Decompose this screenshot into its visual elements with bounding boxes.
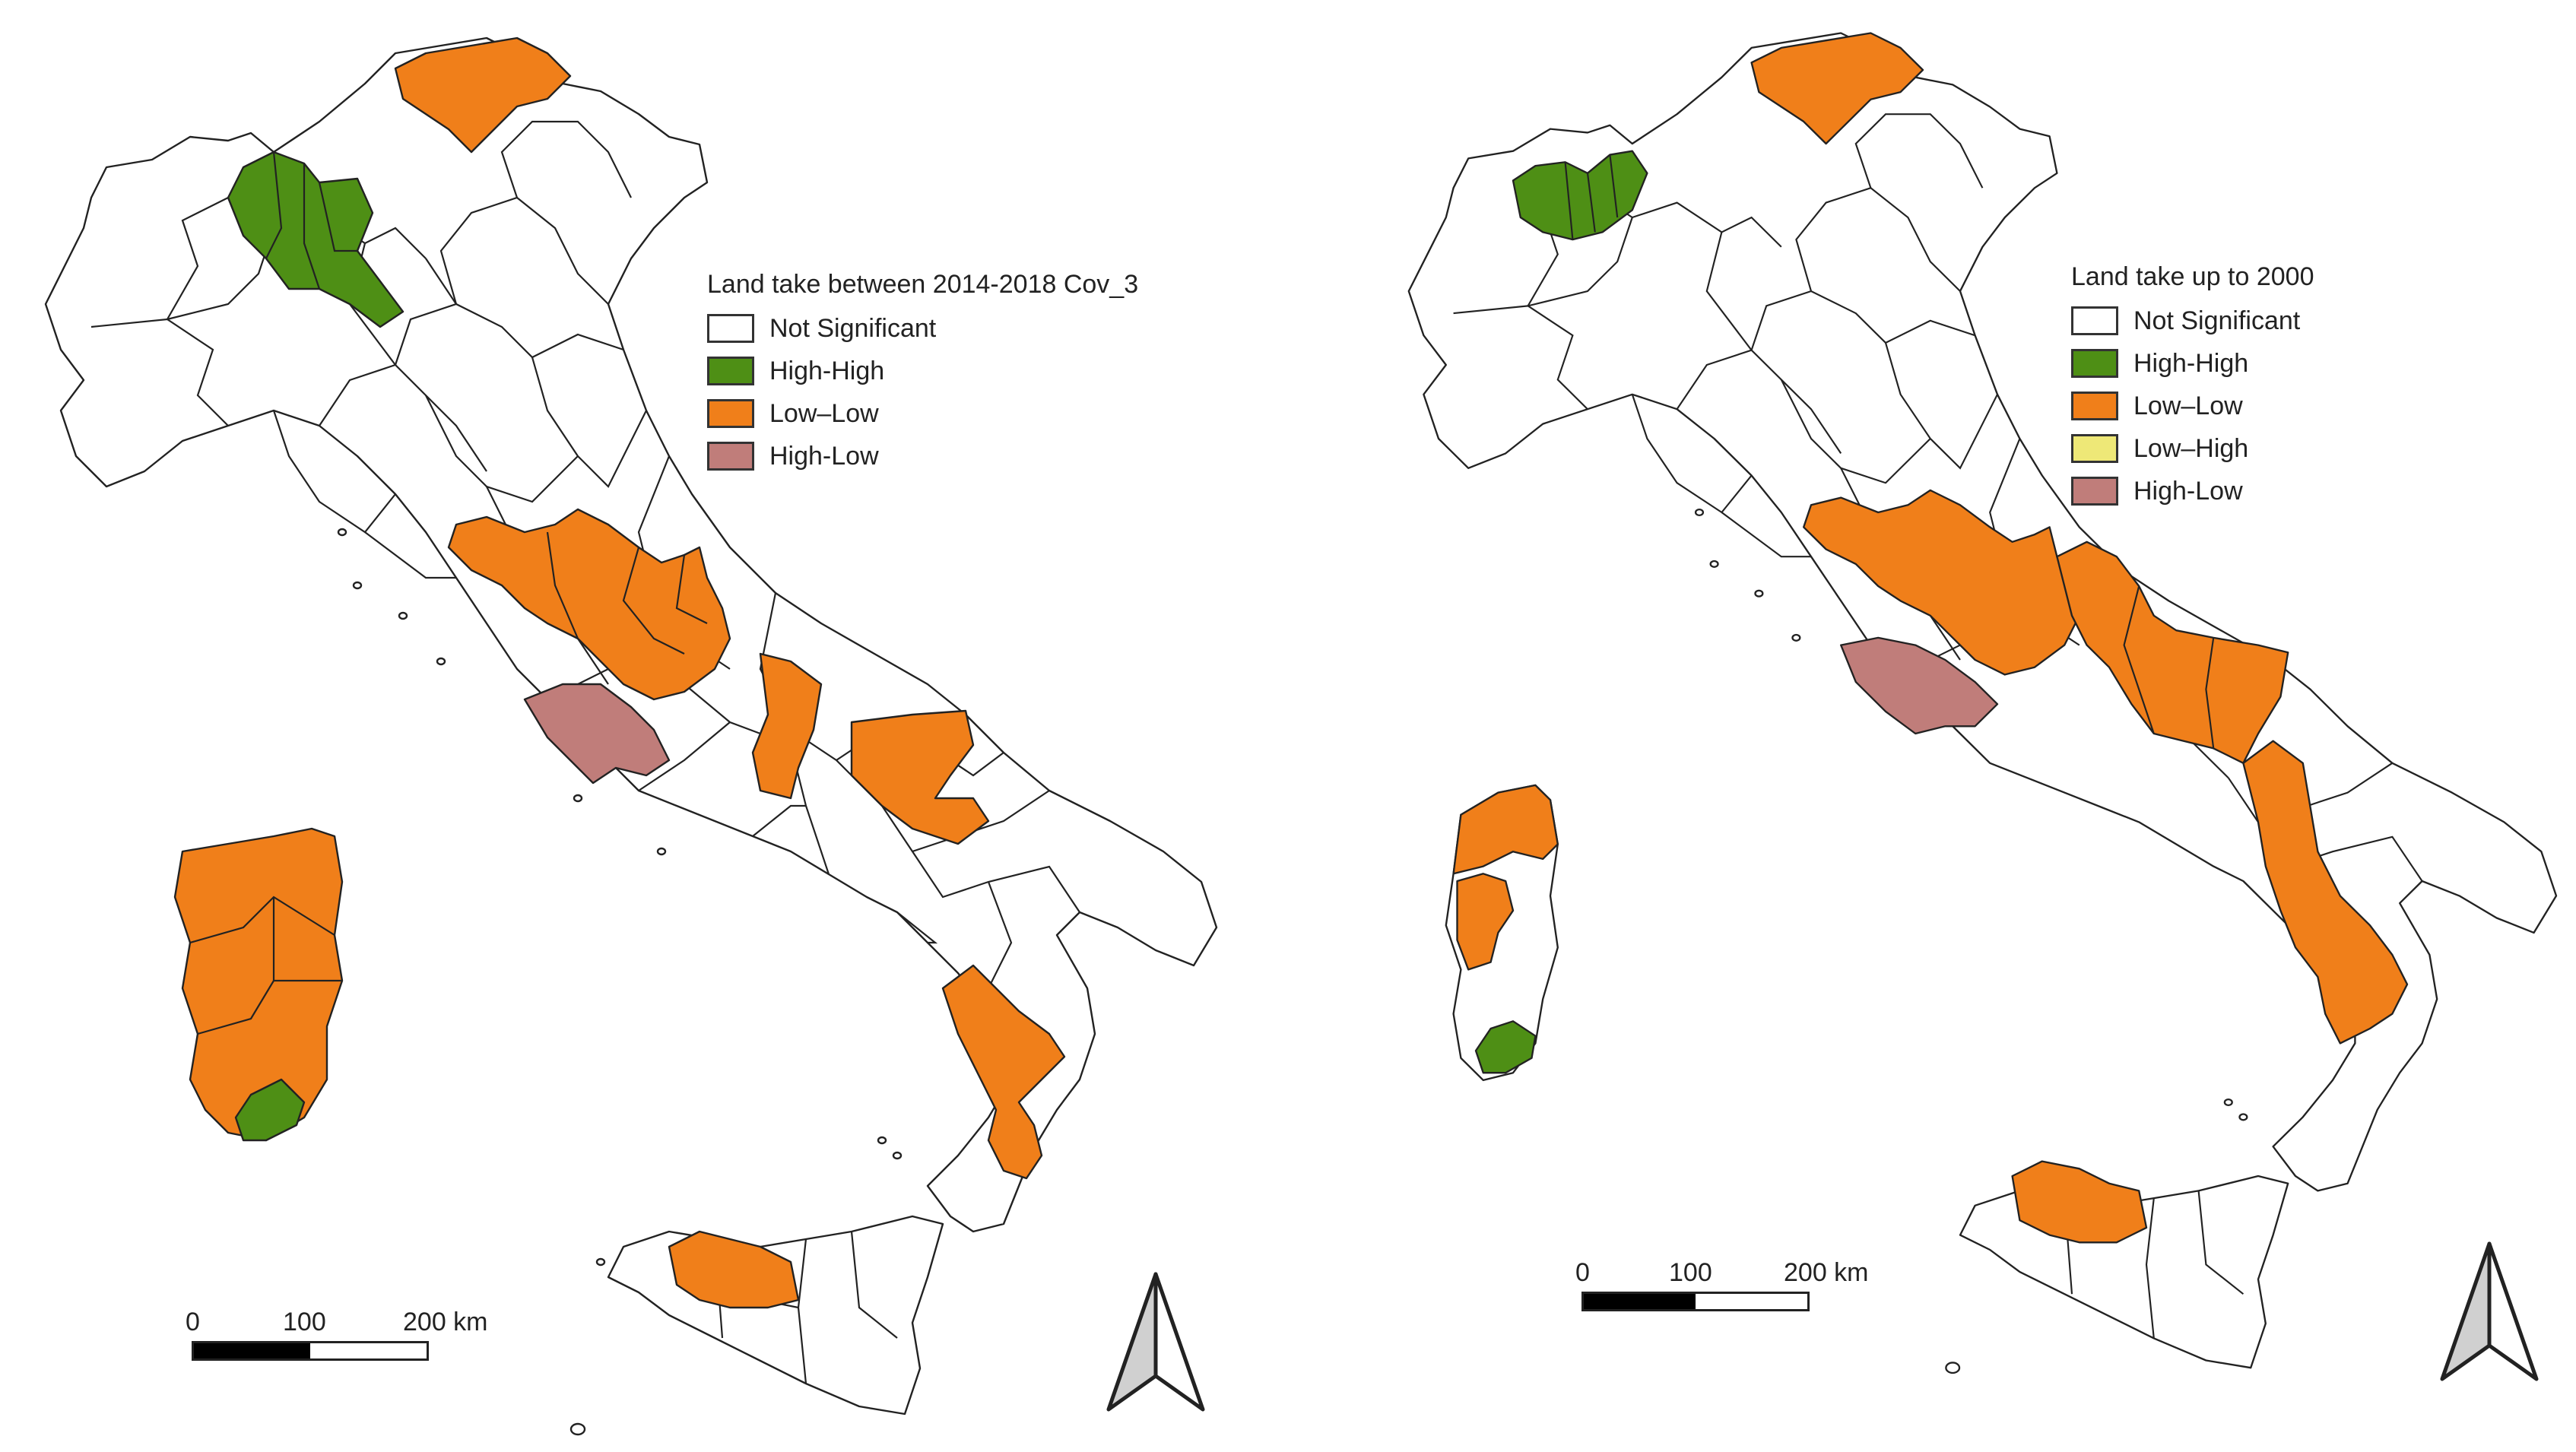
italy-map-2014-2018: [44, 36, 1218, 1436]
low-low-region-alpine: [394, 36, 572, 154]
islet: [1945, 1362, 1961, 1374]
north-arrow-icon: [2440, 1241, 2539, 1381]
scale-label-200: 200 km: [1784, 1258, 1869, 1287]
adriatic-internal-borders: [2123, 585, 2215, 749]
map-legend: Land take between 2014-2018 Cov_3 Not Si…: [707, 270, 1138, 477]
map-legend: Land take up to 2000 Not Significant Hig…: [2071, 262, 2314, 512]
high-high-internal-borders: [265, 151, 357, 290]
legend-swatch: [2071, 349, 2118, 378]
legend-item-not-significant: Not Significant: [707, 307, 1138, 350]
low-low-region-sicily: [668, 1230, 800, 1309]
low-low-region-south: [2242, 740, 2409, 1045]
legend-label: Not Significant: [2133, 306, 2301, 335]
legend-label: Low–High: [2133, 433, 2249, 463]
low-low-region-foggia: [850, 709, 990, 845]
legend-item-high-high: High-High: [707, 350, 1138, 392]
high-high-region-sardinia: [234, 1078, 306, 1142]
legend-item-not-significant: Not Significant: [2071, 300, 2314, 342]
scale-bar-segments: [192, 1341, 429, 1361]
legend-label: Low–Low: [2133, 391, 2243, 420]
sardinia-island: [173, 827, 344, 1142]
central-internal-borders: [546, 531, 708, 655]
low-low-region-molise: [751, 652, 823, 800]
scale-label-0: 0: [1575, 1258, 1590, 1287]
legend-swatch: [707, 357, 754, 385]
islet: [2223, 1098, 2233, 1107]
high-high-internal-borders: [1564, 154, 1619, 240]
legend-item-low-low: Low–Low: [707, 392, 1138, 435]
legend-label: High-High: [769, 356, 885, 385]
islet: [398, 611, 408, 620]
legend-item-high-high: High-High: [2071, 342, 2314, 385]
low-low-region-sardinia-north: [1452, 784, 1559, 875]
legend-item-high-low: High-Low: [2071, 470, 2314, 512]
legend-swatch: [2071, 477, 2118, 506]
islet: [436, 657, 446, 666]
islet: [573, 794, 583, 803]
scale-bar: 0 100 200 km: [186, 1308, 488, 1361]
scale-label-200: 200 km: [403, 1308, 488, 1336]
scale-label-100: 100: [1669, 1258, 1712, 1287]
scale-label-100: 100: [283, 1308, 326, 1336]
legend-label: High-Low: [769, 441, 879, 471]
sicily-island: [607, 1215, 944, 1416]
legend-item-low-low: Low–Low: [2071, 385, 2314, 427]
high-high-region-sardinia: [1474, 1020, 1537, 1074]
scale-segment-white: [1696, 1294, 1807, 1309]
legend-title: Land take up to 2000: [2071, 262, 2314, 291]
low-low-region-sardinia-west: [1456, 873, 1515, 971]
islet: [352, 581, 363, 590]
islet: [1791, 633, 1801, 642]
scale-bar-segments: [1581, 1292, 1810, 1311]
legend-item-low-high: Low–High: [2071, 427, 2314, 470]
low-low-region-adriatic: [2056, 541, 2289, 764]
scale-segment-black: [1584, 1294, 1696, 1309]
low-low-region-calabria: [941, 964, 1066, 1180]
islet: [337, 528, 347, 537]
islet: [2238, 1113, 2248, 1121]
low-low-region-central: [447, 508, 731, 701]
islet: [1694, 508, 1705, 517]
legend-swatch: [2071, 434, 2118, 463]
legend-swatch: [2071, 392, 2118, 420]
islet: [1709, 560, 1719, 568]
legend-swatch: [707, 314, 754, 343]
legend-swatch: [2071, 306, 2118, 335]
map-panel-up-to-2000: Land take up to 2000 Not Significant Hig…: [1288, 0, 2576, 1452]
legend-label: High-High: [2133, 348, 2249, 378]
islet: [595, 1257, 606, 1267]
italy-map-up-to-2000: [1407, 32, 2558, 1374]
scale-segment-black: [194, 1343, 310, 1358]
scale-bar: 0 100 200 km: [1575, 1258, 1869, 1311]
islet: [877, 1136, 887, 1145]
sardinia-borders: [189, 896, 342, 1035]
islet: [1754, 589, 1764, 598]
islet: [656, 847, 667, 856]
scale-label-0: 0: [186, 1308, 200, 1336]
north-arrow-icon: [1106, 1272, 1205, 1412]
legend-swatch: [707, 442, 754, 471]
islet: [892, 1151, 903, 1160]
legend-swatch: [707, 399, 754, 428]
high-low-region-rome: [1840, 636, 1999, 735]
low-low-region-sicily: [2011, 1160, 2148, 1244]
legend-title: Land take between 2014-2018 Cov_3: [707, 270, 1139, 299]
map-panel-2014-2018: Land take between 2014-2018 Cov_3 Not Si…: [44, 36, 1218, 1436]
legend-label: High-Low: [2133, 476, 2243, 506]
legend-label: Not Significant: [769, 313, 937, 343]
legend-label: Low–Low: [769, 398, 879, 428]
scale-segment-white: [310, 1343, 427, 1358]
high-low-region-rome: [523, 683, 671, 785]
islet: [569, 1422, 586, 1436]
legend-item-high-low: High-Low: [707, 435, 1138, 477]
high-high-region-north: [227, 151, 404, 328]
low-low-region-alpine: [1750, 32, 1924, 145]
